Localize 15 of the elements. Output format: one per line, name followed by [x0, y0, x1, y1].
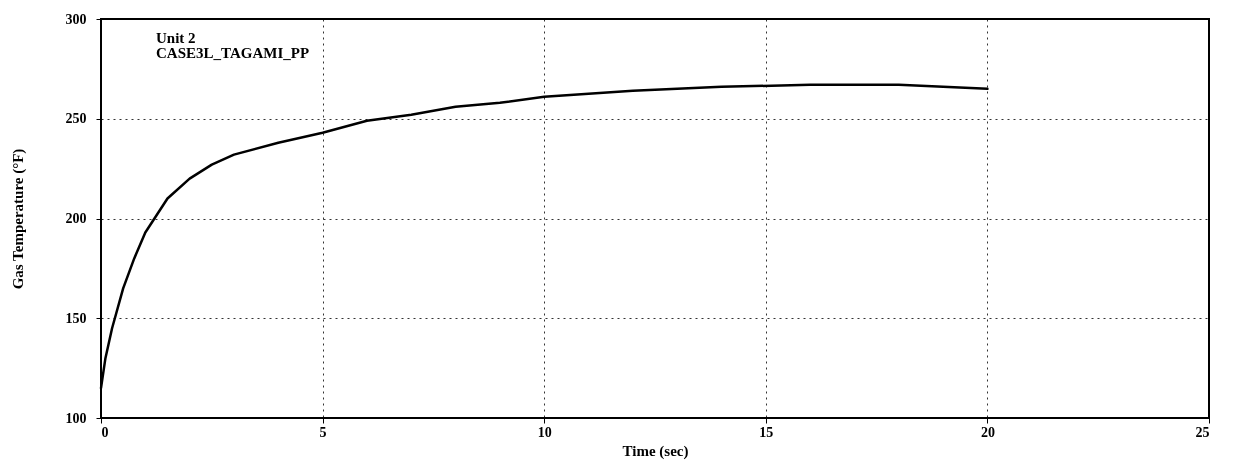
x-tick-label: 10 [537, 424, 552, 440]
y-tick-label: 100 [65, 410, 87, 426]
x-tick-label: 5 [319, 424, 327, 440]
x-tick-label: 20 [980, 424, 995, 440]
x-tick-label: 0 [101, 424, 109, 440]
annotation: CASE3L_TAGAMI_PP [156, 45, 310, 61]
annotation: Unit 2 [156, 30, 196, 46]
y-tick-label: 150 [65, 310, 87, 326]
y-tick-label: 200 [65, 211, 87, 226]
x-tick-label: 25 [1195, 424, 1210, 440]
y-tick-label: 250 [65, 111, 87, 127]
y-tick-label: 300 [65, 11, 87, 27]
x-axis-title: Time (sec) [622, 442, 689, 460]
x-tick-label: 15 [759, 424, 774, 440]
y-axis-title: Gas Temperature (°F) [9, 148, 27, 290]
